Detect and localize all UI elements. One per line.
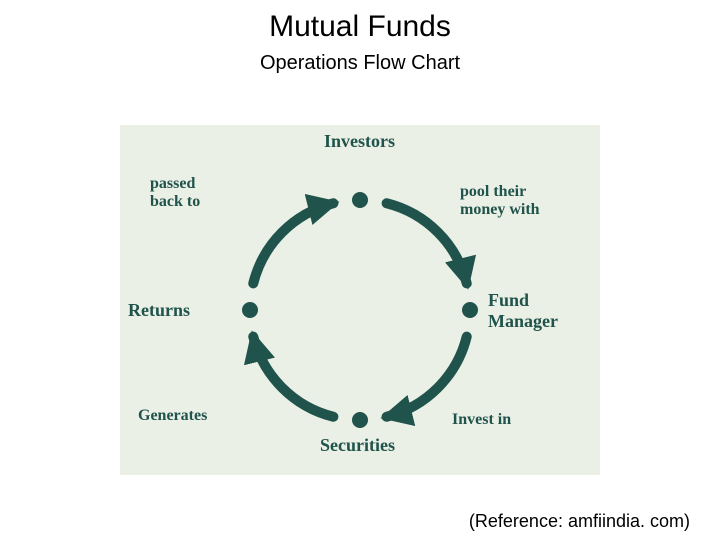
page-subtitle: Operations Flow Chart	[0, 52, 720, 75]
node-label-fundmanager: FundManager	[488, 290, 558, 332]
edge-label: Invest in	[452, 411, 511, 429]
flow-node-dot	[462, 302, 478, 318]
flow-node-dot	[352, 192, 368, 208]
flow-edge	[387, 337, 467, 417]
reference-text: (Reference: amfiindia. com)	[469, 511, 690, 532]
flow-chart: pool theirmoney with Invest in Generates pa…	[120, 125, 600, 475]
edge-label: passedback to	[150, 175, 200, 212]
flow-node-dot	[242, 302, 258, 318]
edge-label: pool theirmoney with	[460, 183, 540, 220]
node-label-returns: Returns	[128, 300, 190, 321]
flow-edge	[253, 203, 333, 283]
flow-node-dot	[352, 412, 368, 428]
page-title: Mutual Funds	[0, 10, 720, 44]
node-label-investors: Investors	[324, 131, 395, 152]
node-label-securities: Securities	[320, 435, 395, 456]
flow-edge	[387, 203, 467, 283]
flow-edge	[253, 337, 333, 417]
edge-label: Generates	[138, 407, 207, 425]
